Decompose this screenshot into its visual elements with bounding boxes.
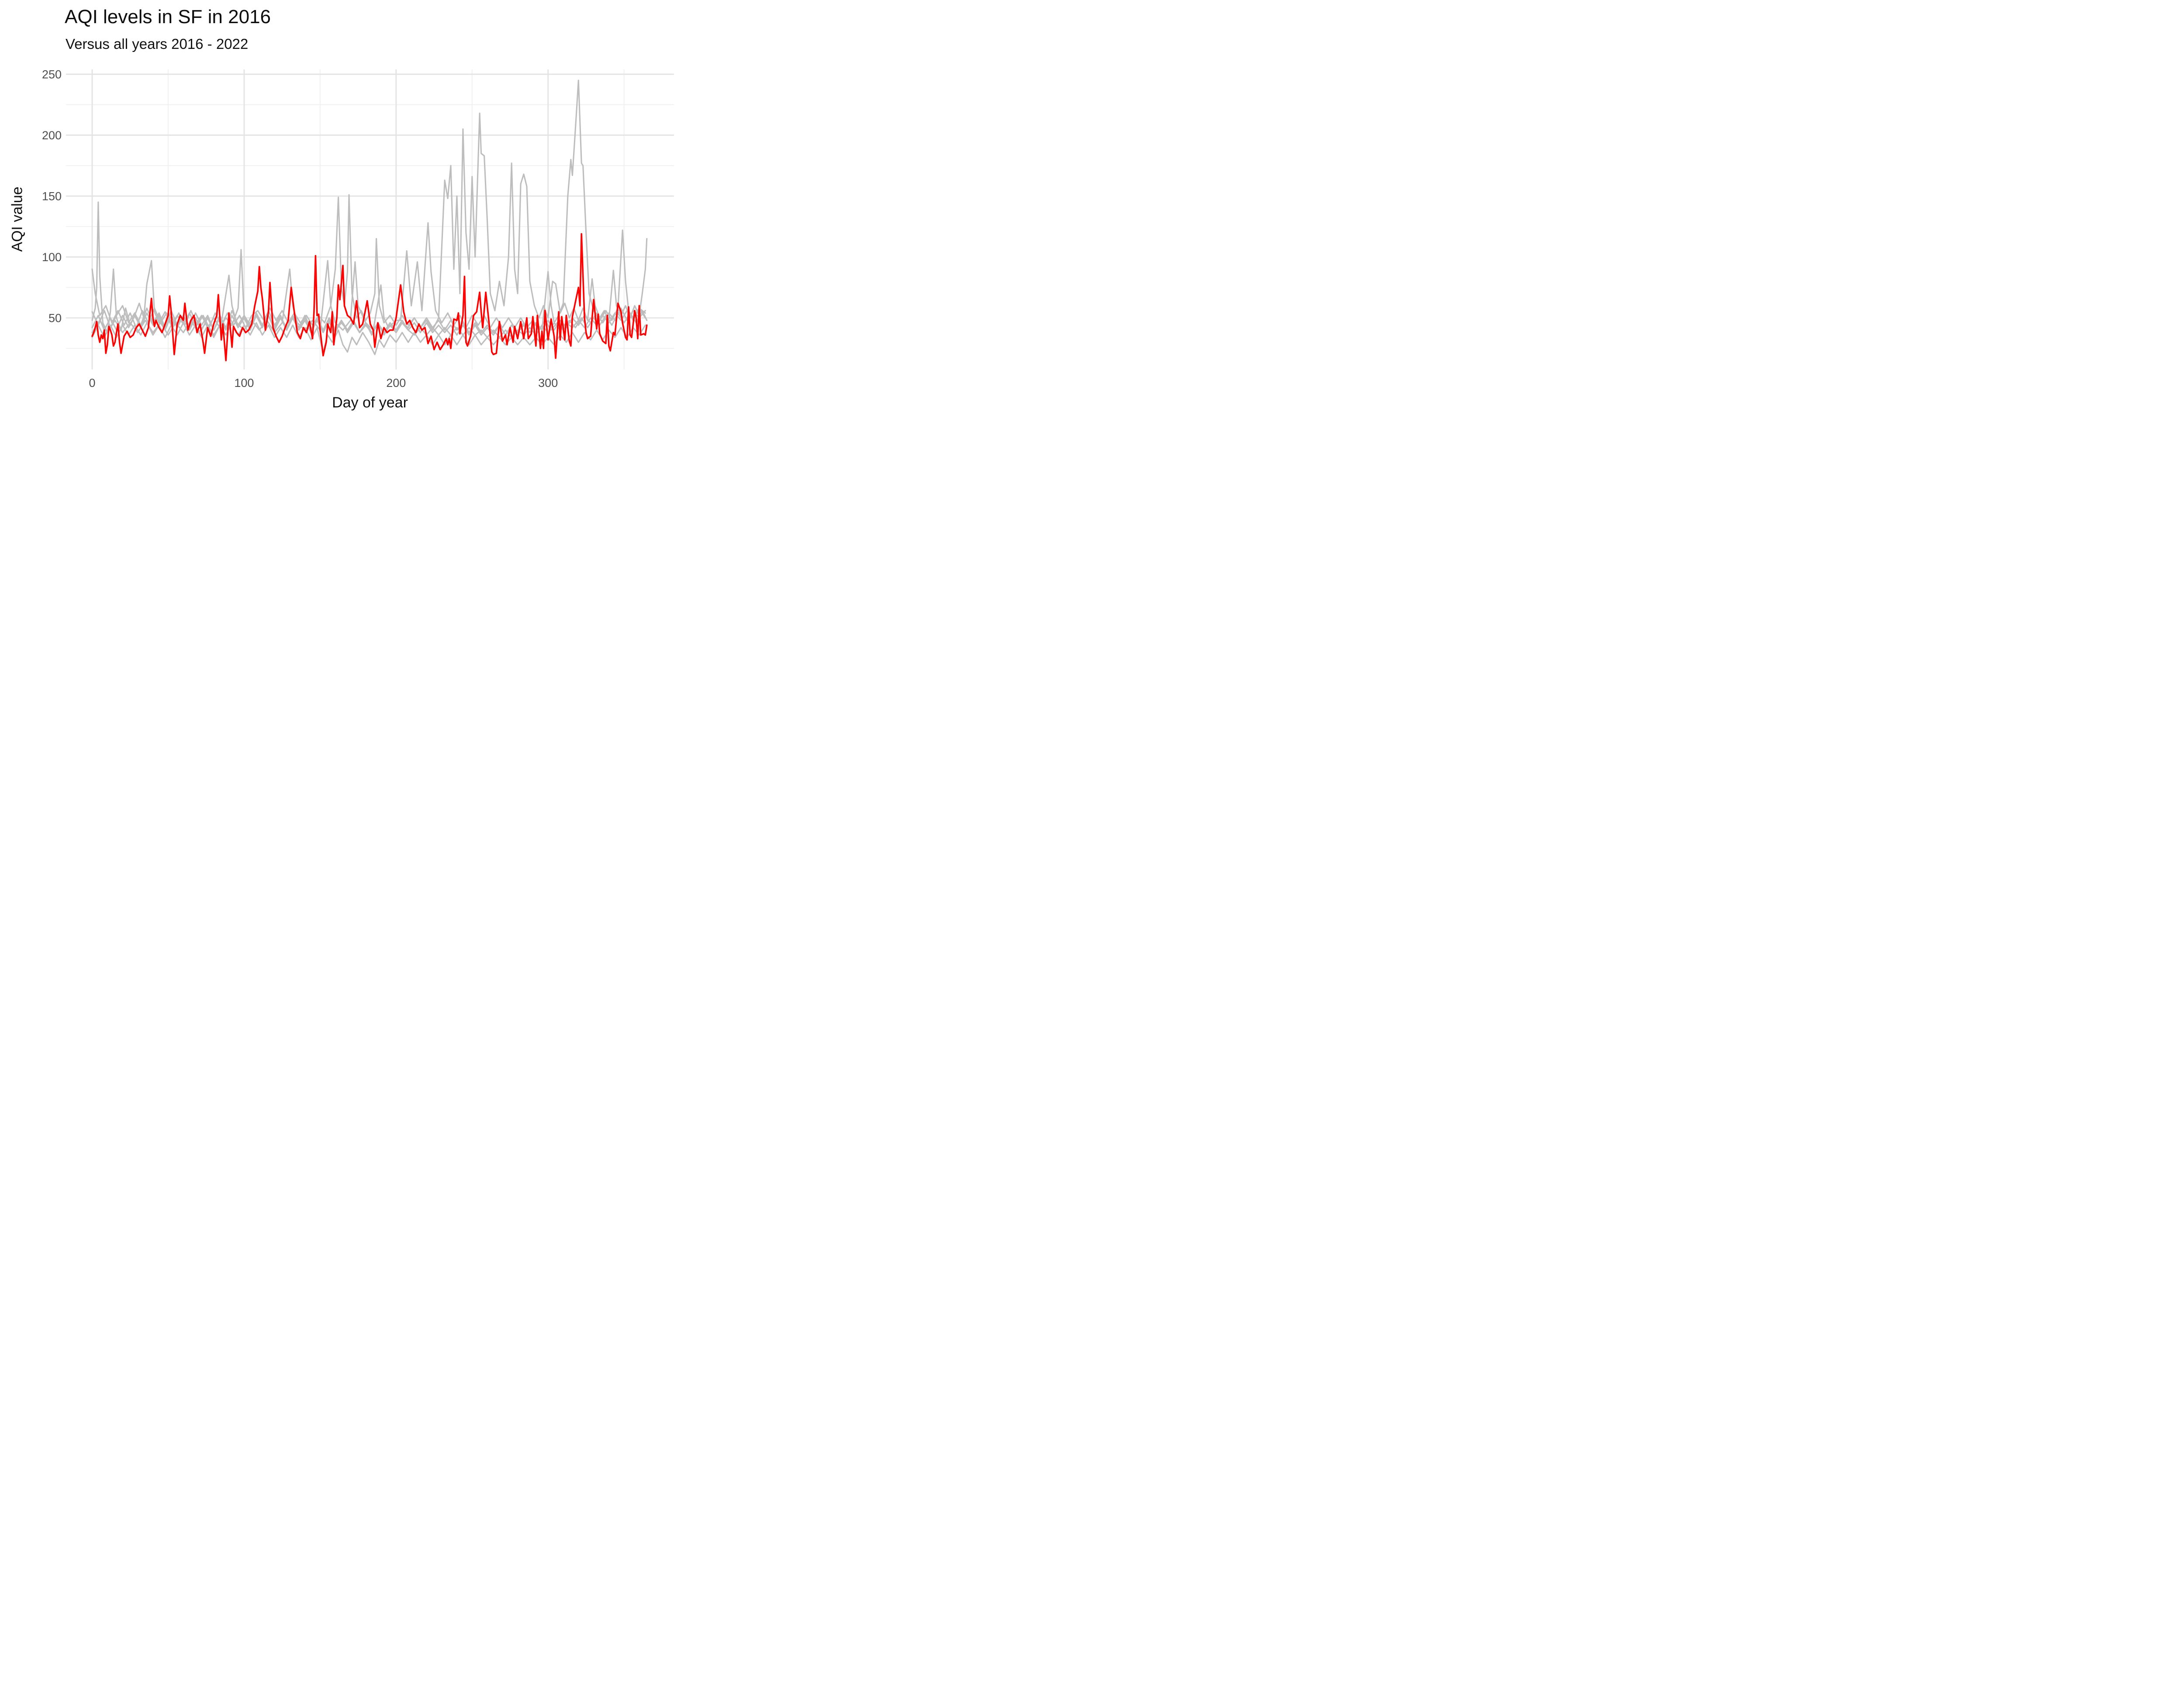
series-line-2020 xyxy=(91,112,648,336)
aqi-chart-figure: AQI levels in SF in 2016 Versus all year… xyxy=(0,0,688,425)
y-tick-label: 250 xyxy=(42,68,62,81)
chart-subtitle: Versus all years 2016 - 2022 xyxy=(66,36,249,52)
x-tick-label: 200 xyxy=(386,376,406,390)
x-tick-label: 300 xyxy=(538,376,558,390)
y-tick-label: 50 xyxy=(48,312,62,325)
series-line-2016 xyxy=(91,233,648,362)
y-tick-label: 150 xyxy=(42,190,62,203)
x-tick-label: 100 xyxy=(234,376,254,390)
chart-title: AQI levels in SF in 2016 xyxy=(65,6,271,28)
y-tick-label: 200 xyxy=(42,129,62,142)
series-line-2018 xyxy=(91,79,646,336)
series-line-2022 xyxy=(91,322,646,355)
y-tick-label: 100 xyxy=(42,251,62,264)
chart-plot-area: 50 100 150 200 250 0 100 200 300 xyxy=(42,68,674,390)
x-tick-label: 0 xyxy=(89,376,95,390)
x-axis-title: Day of year xyxy=(332,394,408,411)
y-axis-title: AQI value xyxy=(9,186,26,252)
